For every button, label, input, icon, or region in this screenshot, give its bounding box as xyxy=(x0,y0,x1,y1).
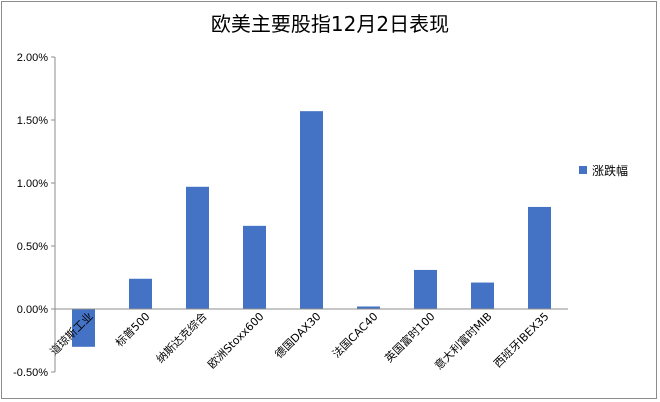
x-category-label: 标普500 xyxy=(112,309,152,349)
bars xyxy=(72,111,551,347)
legend-label-change: 涨跌幅 xyxy=(592,163,628,178)
x-category-label: 纳斯达克综合 xyxy=(153,309,210,366)
bar xyxy=(72,309,95,347)
legend-swatch xyxy=(579,166,587,174)
y-tick-label: 0.00% xyxy=(17,304,48,316)
y-tick-label: 1.50% xyxy=(17,115,48,127)
y-axis-ticks: -0.50% 0.00% 0.50% 1.00% 1.50% 2.00% xyxy=(13,52,55,379)
x-category-label: 英国富时100 xyxy=(382,309,438,365)
x-category-label: 德国DAX30 xyxy=(272,309,324,361)
x-category-label: 法国CAC40 xyxy=(329,309,380,360)
bar xyxy=(471,282,494,309)
bar xyxy=(243,225,266,309)
x-category-label: 意大利富时MIB xyxy=(431,309,494,372)
bar xyxy=(186,186,209,309)
y-tick-label: 0.50% xyxy=(17,241,48,253)
y-tick-label: -0.50% xyxy=(13,367,48,379)
x-category-label: 欧洲Stoxx600 xyxy=(205,310,266,371)
bar xyxy=(357,306,380,309)
chart-title: 欧美主要股指12月2日表现 xyxy=(210,12,450,36)
legend: 涨跌幅 xyxy=(579,163,628,178)
y-tick-label: 2.00% xyxy=(17,52,48,64)
bar xyxy=(300,111,323,310)
bar xyxy=(414,269,437,309)
x-category-label: 西班牙IBEX35 xyxy=(491,310,551,370)
bar xyxy=(528,206,551,309)
bar xyxy=(129,278,152,309)
y-tick-label: 1.00% xyxy=(17,178,48,190)
